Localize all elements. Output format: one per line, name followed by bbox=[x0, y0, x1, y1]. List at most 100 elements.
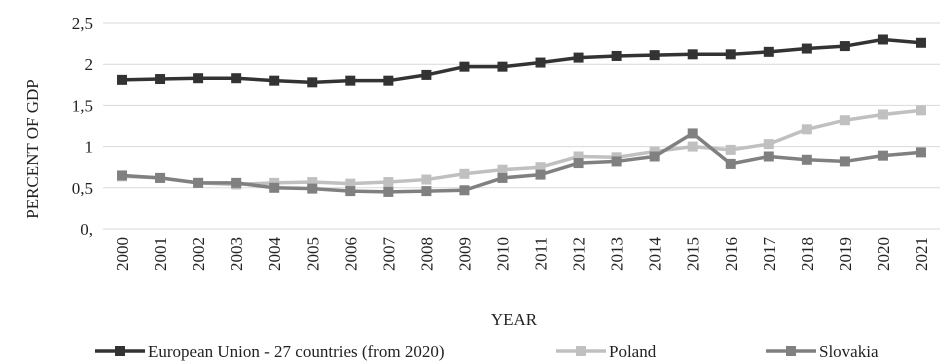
x-tick-label: 2021 bbox=[912, 237, 931, 271]
data-point bbox=[839, 41, 850, 52]
data-point bbox=[345, 178, 356, 189]
data-point bbox=[611, 50, 622, 61]
x-tick-label: 2003 bbox=[227, 237, 246, 271]
data-point bbox=[877, 109, 888, 120]
data-point bbox=[763, 46, 774, 57]
legend-marker bbox=[576, 346, 586, 356]
data-point bbox=[345, 186, 356, 197]
data-point bbox=[915, 37, 926, 48]
data-point bbox=[725, 158, 736, 169]
data-point bbox=[345, 75, 356, 86]
data-point bbox=[459, 61, 470, 72]
y-tick-label: 0, bbox=[80, 220, 93, 239]
data-point bbox=[459, 168, 470, 179]
data-point bbox=[611, 156, 622, 167]
data-point bbox=[915, 147, 926, 158]
y-tick-label: 1,5 bbox=[72, 96, 93, 115]
data-point bbox=[535, 169, 546, 180]
data-point bbox=[155, 74, 166, 85]
data-point bbox=[725, 49, 736, 60]
x-tick-label: 2018 bbox=[798, 237, 817, 271]
data-point bbox=[573, 52, 584, 63]
x-tick-label: 2007 bbox=[379, 237, 398, 272]
data-point bbox=[877, 34, 888, 45]
data-point bbox=[497, 164, 508, 175]
x-tick-label: 2011 bbox=[532, 237, 551, 270]
series-line bbox=[121, 37, 922, 85]
x-tick-label: 2013 bbox=[608, 237, 627, 271]
data-point bbox=[535, 57, 546, 68]
x-tick-label: 2017 bbox=[760, 237, 779, 272]
data-point bbox=[915, 105, 926, 116]
legend-item: Slovakia bbox=[766, 342, 879, 361]
x-tick-label: 2014 bbox=[646, 237, 665, 272]
x-tick-label: 2015 bbox=[684, 237, 703, 271]
legend-marker bbox=[115, 346, 125, 356]
x-tick-label: 2000 bbox=[113, 237, 132, 271]
data-point bbox=[763, 151, 774, 162]
data-point bbox=[801, 154, 812, 165]
x-tick-label: 2001 bbox=[151, 237, 170, 271]
series-1 bbox=[117, 34, 926, 88]
data-point bbox=[497, 61, 508, 72]
data-point bbox=[269, 75, 280, 86]
y-axis-title: PERCENT OF GDP bbox=[23, 79, 42, 219]
legend-label: Slovakia bbox=[819, 342, 879, 361]
series-3 bbox=[117, 128, 926, 197]
data-point bbox=[801, 124, 812, 135]
data-point bbox=[573, 151, 584, 162]
data-point bbox=[839, 156, 850, 167]
data-point bbox=[459, 185, 470, 196]
data-point bbox=[877, 150, 888, 161]
y-tick-label: 2 bbox=[85, 55, 94, 74]
data-point bbox=[421, 174, 432, 185]
data-point bbox=[383, 186, 394, 197]
data-point bbox=[231, 177, 242, 188]
data-point bbox=[117, 170, 128, 181]
data-point bbox=[383, 75, 394, 86]
data-point bbox=[649, 50, 660, 61]
data-point bbox=[231, 73, 242, 84]
data-point bbox=[269, 182, 280, 193]
data-point bbox=[193, 73, 204, 84]
data-point bbox=[307, 77, 318, 88]
x-tick-label: 2009 bbox=[455, 237, 474, 271]
x-tick-label: 2012 bbox=[570, 237, 589, 271]
x-tick-label: 2019 bbox=[836, 237, 855, 271]
data-point bbox=[839, 115, 850, 126]
legend-label: Poland bbox=[609, 342, 657, 361]
y-tick-label: 0,5 bbox=[72, 179, 93, 198]
legend: European Union - 27 countries (from 2020… bbox=[95, 342, 879, 361]
y-tick-label: 1 bbox=[85, 138, 94, 157]
series-group bbox=[117, 34, 926, 197]
data-point bbox=[573, 158, 584, 169]
x-tick-label: 2010 bbox=[493, 237, 512, 271]
data-point bbox=[155, 172, 166, 183]
data-point bbox=[649, 151, 660, 162]
legend-item: European Union - 27 countries (from 2020… bbox=[95, 342, 444, 361]
data-point bbox=[193, 177, 204, 188]
x-tick-label: 2004 bbox=[265, 237, 284, 272]
data-point bbox=[421, 69, 432, 80]
data-point bbox=[801, 43, 812, 54]
data-point bbox=[497, 172, 508, 183]
data-point bbox=[687, 141, 698, 152]
x-tick-label: 2020 bbox=[874, 237, 893, 271]
data-point bbox=[687, 128, 698, 139]
data-point bbox=[307, 177, 318, 188]
y-tick-labels: 0, 0,5 1 1,5 2 2,5 bbox=[72, 14, 93, 239]
series-line bbox=[121, 108, 922, 187]
data-point bbox=[725, 144, 736, 155]
x-tick-label: 2008 bbox=[417, 237, 436, 271]
x-tick-label: 2005 bbox=[303, 237, 322, 271]
data-point bbox=[763, 139, 774, 150]
data-point bbox=[421, 186, 432, 197]
x-axis-title: YEAR bbox=[491, 310, 538, 329]
y-tick-label: 2,5 bbox=[72, 14, 93, 33]
data-point bbox=[687, 49, 698, 60]
series-line bbox=[121, 131, 922, 194]
x-tick-label: 2002 bbox=[189, 237, 208, 271]
x-tick-label: 2006 bbox=[341, 237, 360, 271]
legend-item: Poland bbox=[556, 342, 657, 361]
